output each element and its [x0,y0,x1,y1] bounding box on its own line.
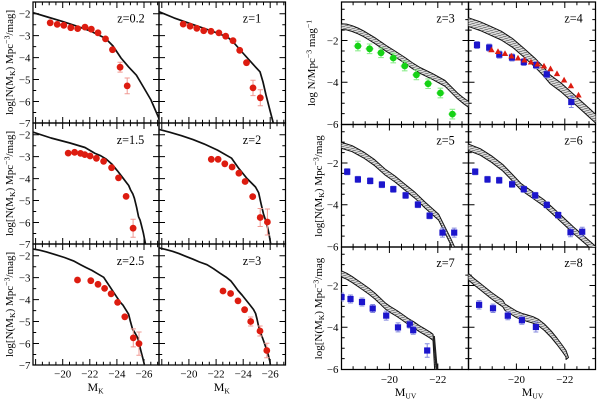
svg-text:−4: −4 [327,77,339,89]
svg-text:z=8: z=8 [564,256,582,270]
svg-text:−4: −4 [19,173,31,185]
svg-text:−24: −24 [235,369,253,381]
svg-text:−24: −24 [108,369,126,381]
svg-text:−7: −7 [19,118,31,130]
svg-text:−7: −7 [19,239,31,251]
svg-text:z=2: z=2 [243,133,261,147]
svg-text:−22: −22 [208,369,225,381]
svg-text:log[N(MK) Mpc−3/mag: log[N(MK) Mpc−3/mag [312,257,327,359]
svg-text:z=3: z=3 [243,254,261,268]
svg-text:−7: −7 [19,360,31,372]
svg-text:−4: −4 [327,200,339,212]
svg-text:z=2.5: z=2.5 [117,254,145,268]
svg-text:−2: −2 [327,158,339,170]
svg-text:−6: −6 [327,119,339,131]
svg-text:z=5: z=5 [436,134,454,148]
svg-text:−5: −5 [19,74,31,86]
svg-text:log[N(MK) Mpc−3/mag: log[N(MK) Mpc−3/mag [312,135,327,237]
svg-text:−6: −6 [19,96,31,108]
svg-text:−2: −2 [19,251,31,263]
svg-text:z=6: z=6 [564,134,582,148]
svg-text:−5: −5 [19,195,31,207]
svg-text:−4: −4 [19,52,31,64]
svg-text:log[N(MK) Mpc−3/mag]: log[N(MK) Mpc−3/mag] [3,131,18,236]
svg-text:−5: −5 [19,316,31,328]
svg-text:−2: −2 [19,130,31,142]
svg-text:z=1.5: z=1.5 [117,133,145,147]
svg-text:z=0.2: z=0.2 [117,11,145,25]
svg-text:log[N(MK) Mpc−3/mag]: log[N(MK) Mpc−3/mag] [3,10,18,115]
svg-text:−6: −6 [327,364,339,376]
svg-text:−26: −26 [135,369,153,381]
svg-text:−2: −2 [19,9,31,21]
svg-text:−20: −20 [381,374,399,386]
svg-text:−4: −4 [327,322,339,334]
svg-text:−6: −6 [327,241,339,253]
svg-text:−22: −22 [556,374,573,386]
svg-text:−3: −3 [19,272,31,284]
svg-text:log[N(MK) Mpc−3/mag]: log[N(MK) Mpc−3/mag] [3,252,18,357]
svg-text:−22: −22 [429,374,446,386]
svg-text:−4: −4 [19,294,31,306]
svg-text:−20: −20 [54,369,72,381]
svg-text:z=4: z=4 [564,11,582,25]
svg-text:−3: −3 [19,30,31,42]
svg-text:−6: −6 [19,338,31,350]
svg-text:−2: −2 [327,280,339,292]
svg-text:z=3: z=3 [436,11,454,25]
svg-text:log N/Mpc−3 mag−1: log N/Mpc−3 mag−1 [305,20,319,106]
svg-text:z=1: z=1 [243,11,261,25]
svg-text:z=7: z=7 [436,256,454,270]
svg-text:−26: −26 [262,369,280,381]
svg-text:−20: −20 [508,374,526,386]
svg-text:−6: −6 [19,217,31,229]
svg-text:−3: −3 [19,151,31,163]
svg-text:−2: −2 [327,35,339,47]
svg-text:−20: −20 [180,369,198,381]
svg-text:−22: −22 [81,369,98,381]
